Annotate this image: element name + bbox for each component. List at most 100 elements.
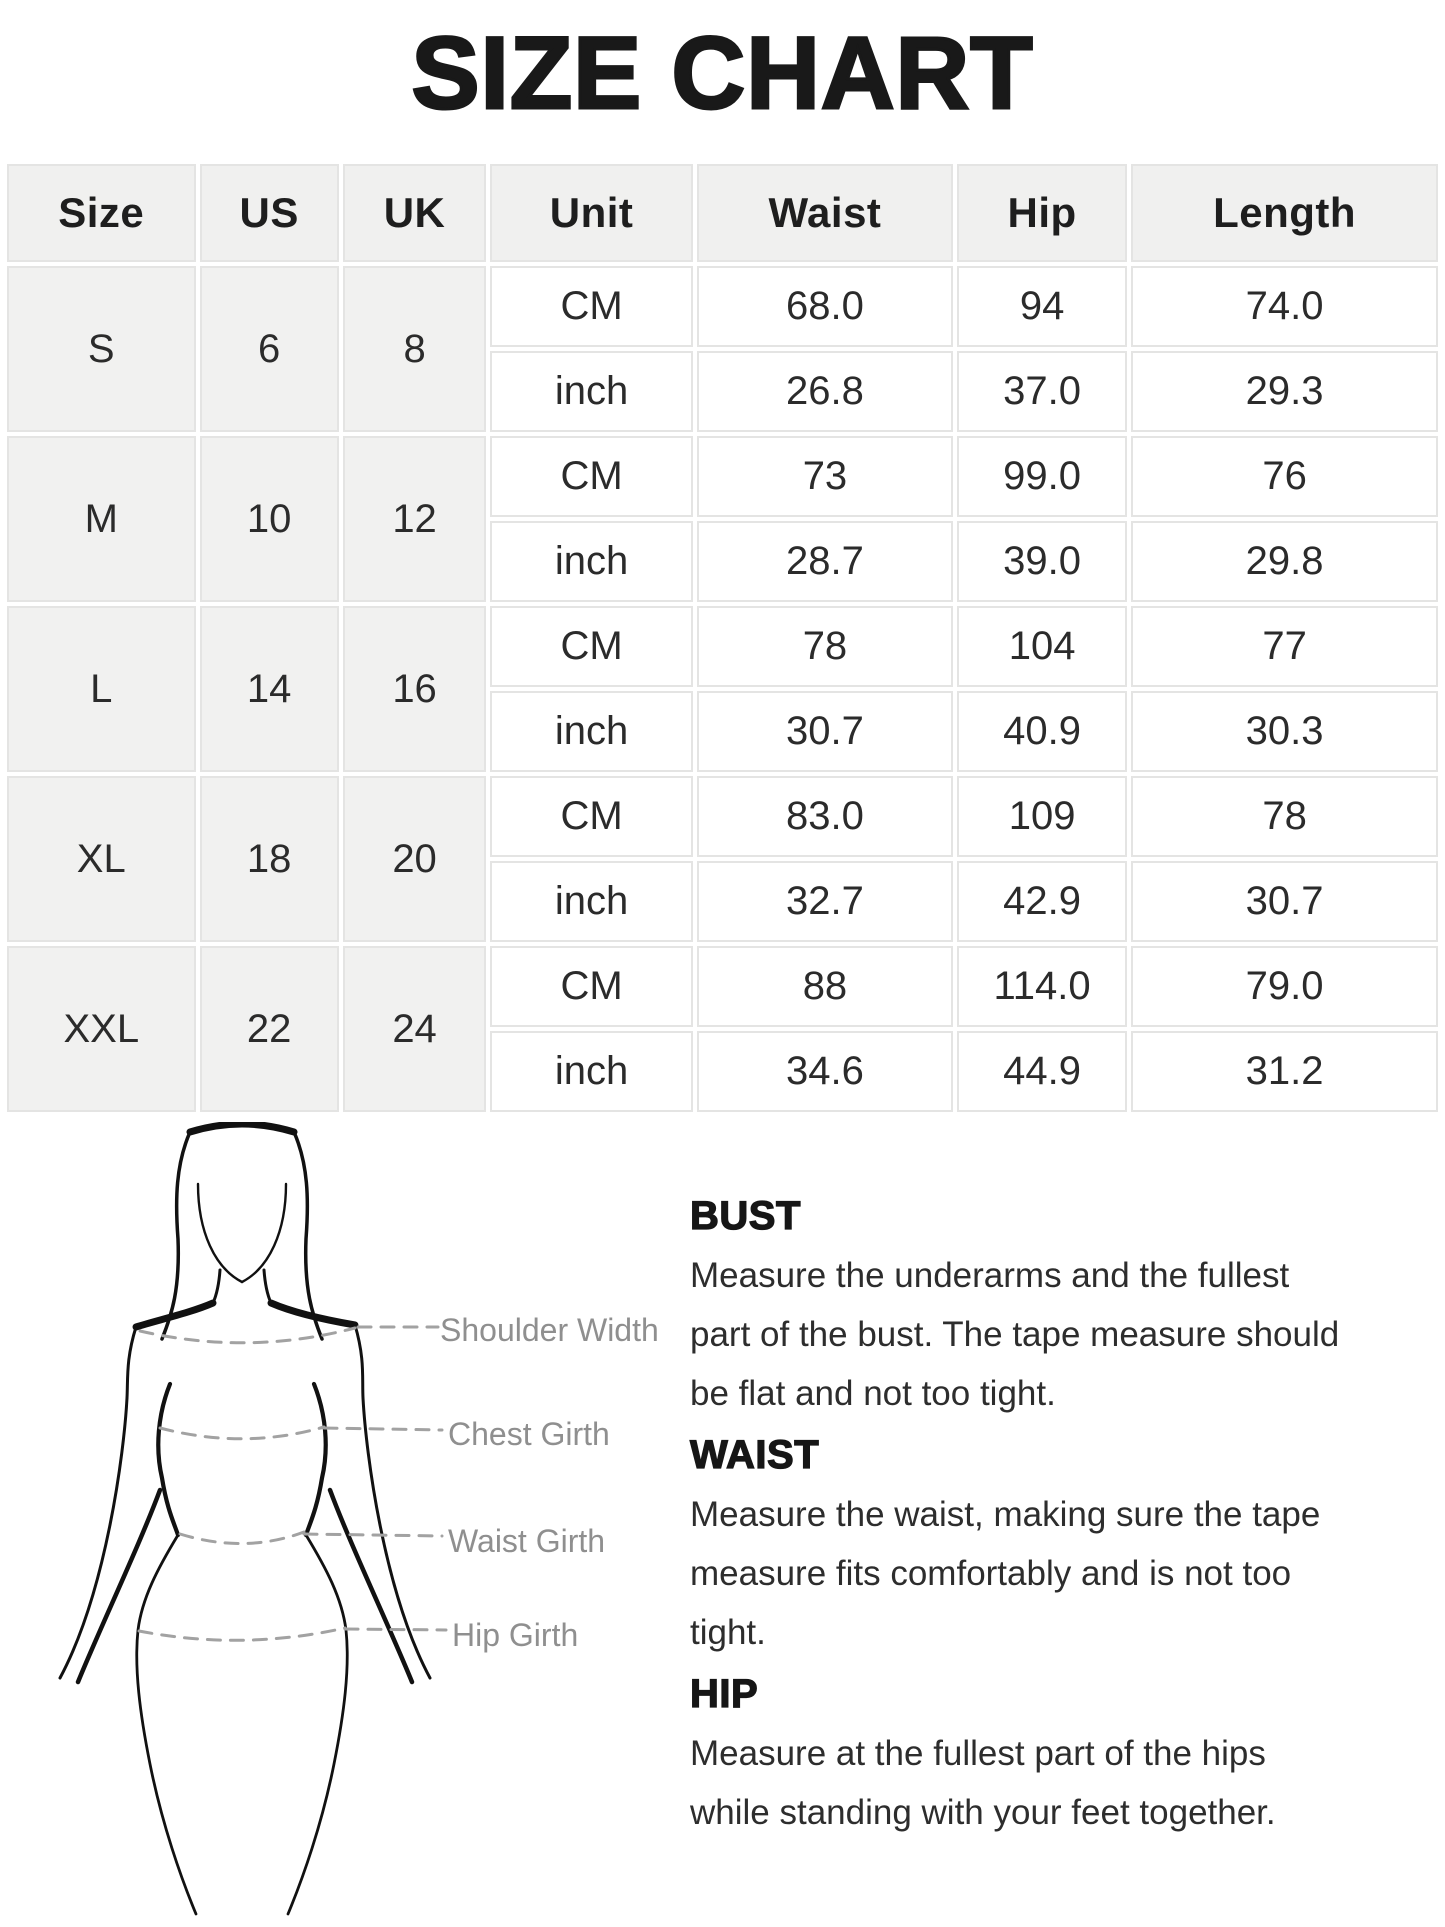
table-row: XL 18 20 CM 83.0 109 78	[7, 776, 1438, 942]
hip-cell: 44.9	[956, 1031, 1128, 1112]
length-cell: 29.8	[1131, 521, 1438, 602]
unit-cell: inch	[490, 521, 693, 602]
waist-cell: 32.7	[696, 861, 953, 942]
table-row: XXL 22 24 CM 88 114.0 79.0	[7, 946, 1438, 1112]
chest-dash-arc	[158, 1425, 326, 1441]
unit-cell: CM	[490, 946, 693, 1027]
bust-text-line: Measure the underarms and the fullest	[690, 1256, 1290, 1295]
waist-cell: 68.0	[696, 266, 953, 347]
us-cell: 10	[199, 436, 339, 602]
length-cell: 78	[1131, 776, 1438, 857]
hip-heading: HIP	[689, 1671, 759, 1716]
unit-cell: inch	[490, 351, 693, 432]
unit-cell: inch	[490, 691, 693, 772]
col-header-size: Size	[7, 164, 196, 262]
bust-heading: BUST	[689, 1193, 801, 1238]
waist-cell: 88	[696, 946, 953, 1027]
length-cell: 29.3	[1131, 351, 1438, 432]
hip-girth-label: Hip Girth	[452, 1617, 579, 1653]
hip-cell: 94	[956, 266, 1128, 347]
hip-leader-line	[343, 1627, 448, 1632]
us-cell: 22	[199, 946, 339, 1112]
size-cell: XXL	[7, 946, 196, 1112]
chest-girth-label: Chest Girth	[448, 1416, 610, 1452]
uk-cell: 16	[342, 606, 487, 772]
hip-cell: 40.9	[956, 691, 1128, 772]
waist-heading: WAIST	[689, 1432, 820, 1477]
table-row: inch 32.7 42.9 30.7	[7, 861, 1438, 942]
length-cell: 30.3	[1131, 691, 1438, 772]
table-row: inch 30.7 40.9 30.3	[7, 691, 1438, 772]
size-table: Size US UK Unit Waist Hip Length S 6 8 C…	[3, 160, 1442, 1116]
col-header-hip: Hip	[956, 164, 1128, 262]
unit-cell: CM	[490, 436, 693, 517]
measuring-guide: BUST Measure the underarms and the fulle…	[689, 1192, 1440, 1850]
waist-dash-arc	[178, 1530, 306, 1545]
length-cell: 77	[1131, 606, 1438, 687]
table-row: S 6 8 CM 68.0 94 74.0	[7, 266, 1438, 432]
uk-cell: 24	[342, 946, 487, 1112]
length-cell: 79.0	[1131, 946, 1438, 1027]
length-cell: 30.7	[1131, 861, 1438, 942]
page-title: SIZE CHART	[410, 16, 1034, 130]
table-row: inch 28.7 39.0 29.8	[7, 521, 1438, 602]
col-header-uk: UK	[342, 164, 487, 262]
measurement-dash-lines	[137, 1325, 448, 1642]
female-silhouette-outline	[58, 1122, 432, 1916]
table-header-row: Size US UK Unit Waist Hip Length	[7, 164, 1438, 262]
size-cell: L	[7, 606, 196, 772]
hip-cell: 114.0	[956, 946, 1128, 1027]
waist-girth-label: Waist Girth	[448, 1523, 606, 1559]
shoulder-width-label: Shoulder Width	[440, 1312, 659, 1348]
length-cell: 74.0	[1131, 266, 1438, 347]
bust-text-line: be flat and not too tight.	[690, 1374, 1056, 1413]
waist-text-line: tight.	[690, 1613, 766, 1652]
col-header-unit: Unit	[490, 164, 693, 262]
hip-cell: 37.0	[956, 351, 1128, 432]
waist-section: WAIST Measure the waist, making sure the…	[689, 1431, 1440, 1662]
col-header-us: US	[199, 164, 339, 262]
hip-cell: 104	[956, 606, 1128, 687]
waist-text-line: measure fits comfortably and is not too	[690, 1554, 1292, 1593]
hip-dash-arc	[137, 1626, 347, 1642]
uk-cell: 8	[342, 266, 487, 432]
hip-section: HIP Measure at the fullest part of the h…	[689, 1670, 1440, 1842]
us-cell: 18	[199, 776, 339, 942]
table-row: L 14 16 CM 78 104 77	[7, 606, 1438, 772]
waist-cell: 73	[696, 436, 953, 517]
length-cell: 76	[1131, 436, 1438, 517]
unit-cell: CM	[490, 266, 693, 347]
hip-text-line: Measure at the fullest part of the hips	[690, 1734, 1266, 1773]
waist-text-line: Measure the waist, making sure the tape	[690, 1495, 1321, 1534]
size-cell: S	[7, 266, 196, 432]
waist-cell: 26.8	[696, 351, 953, 432]
col-header-length: Length	[1131, 164, 1438, 262]
uk-cell: 20	[342, 776, 487, 942]
waist-cell: 30.7	[696, 691, 953, 772]
size-cell: XL	[7, 776, 196, 942]
bust-text-line: part of the bust. The tape measure shoul…	[690, 1315, 1340, 1354]
unit-cell: CM	[490, 606, 693, 687]
chest-leader-line	[322, 1426, 444, 1432]
length-cell: 31.2	[1131, 1031, 1438, 1112]
size-cell: M	[7, 436, 196, 602]
waist-cell: 78	[696, 606, 953, 687]
hip-cell: 109	[956, 776, 1128, 857]
col-header-waist: Waist	[696, 164, 953, 262]
waist-cell: 34.6	[696, 1031, 953, 1112]
hip-cell: 99.0	[956, 436, 1128, 517]
table-row: inch 34.6 44.9 31.2	[7, 1031, 1438, 1112]
hip-cell: 39.0	[956, 521, 1128, 602]
table-row: inch 26.8 37.0 29.3	[7, 351, 1438, 432]
unit-cell: inch	[490, 861, 693, 942]
table-row: M 10 12 CM 73 99.0 76	[7, 436, 1438, 602]
bust-section: BUST Measure the underarms and the fulle…	[689, 1192, 1440, 1423]
shoulder-dash-arc	[138, 1326, 357, 1345]
hip-cell: 42.9	[956, 861, 1128, 942]
unit-cell: CM	[490, 776, 693, 857]
waist-cell: 83.0	[696, 776, 953, 857]
waist-cell: 28.7	[696, 521, 953, 602]
hip-text-line: while standing with your feet together.	[690, 1793, 1276, 1832]
us-cell: 14	[199, 606, 339, 772]
